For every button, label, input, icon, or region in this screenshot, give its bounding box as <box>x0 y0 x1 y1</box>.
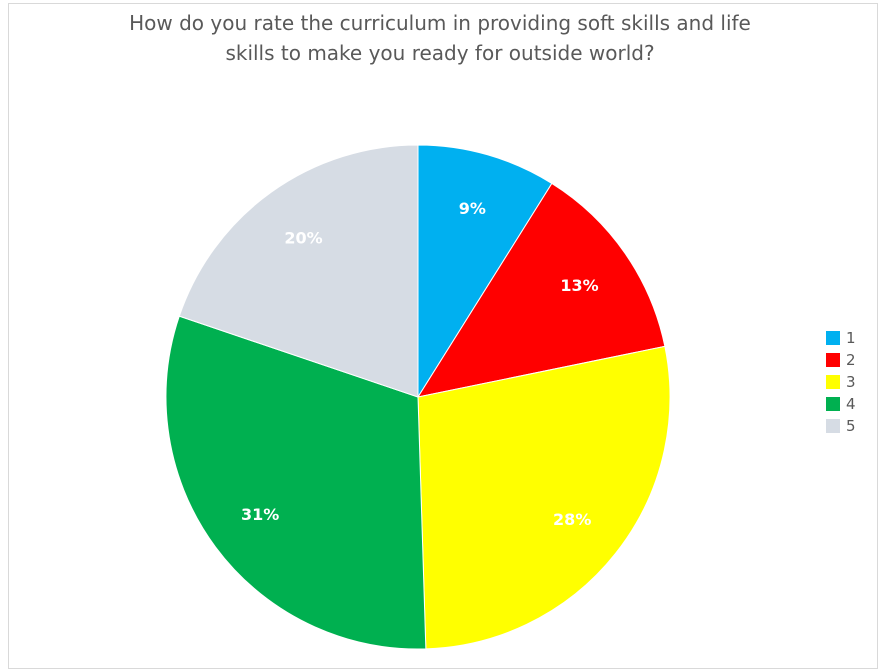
pie-slice-2 <box>416 182 666 398</box>
legend-label: 2 <box>846 351 856 369</box>
legend-swatch <box>826 419 840 433</box>
chart-title-line-2: skills to make you ready for outside wor… <box>225 41 655 65</box>
legend: 1 2 3 4 5 <box>826 327 856 437</box>
data-label-5: 20% <box>284 228 322 247</box>
legend-item-5: 5 <box>826 415 856 437</box>
pie-slice-5 <box>178 144 419 398</box>
legend-swatch <box>826 375 840 389</box>
legend-item-4: 4 <box>826 393 856 415</box>
data-label-2: 13% <box>560 276 598 295</box>
legend-swatch <box>826 397 840 411</box>
legend-item-1: 1 <box>826 327 856 349</box>
data-label-4: 31% <box>241 505 279 524</box>
legend-swatch <box>826 353 840 367</box>
legend-label: 1 <box>846 329 856 347</box>
pie-slice-3 <box>417 345 671 650</box>
legend-label: 5 <box>846 417 856 435</box>
chart-title: How do you rate the curriculum in provid… <box>60 8 820 68</box>
pie-slices <box>165 144 671 650</box>
data-label-1: 9% <box>459 199 486 218</box>
pie-slice-4 <box>165 315 427 650</box>
chart-title-line-1: How do you rate the curriculum in provid… <box>129 11 751 35</box>
legend-item-2: 2 <box>826 349 856 371</box>
pie-data-labels: 9% 13% 28% 31% 20% <box>241 199 599 529</box>
legend-item-3: 3 <box>826 371 856 393</box>
legend-label: 3 <box>846 373 856 391</box>
pie-slice-1 <box>417 144 553 399</box>
legend-swatch <box>826 331 840 345</box>
legend-label: 4 <box>846 395 856 413</box>
data-label-3: 28% <box>553 510 591 529</box>
